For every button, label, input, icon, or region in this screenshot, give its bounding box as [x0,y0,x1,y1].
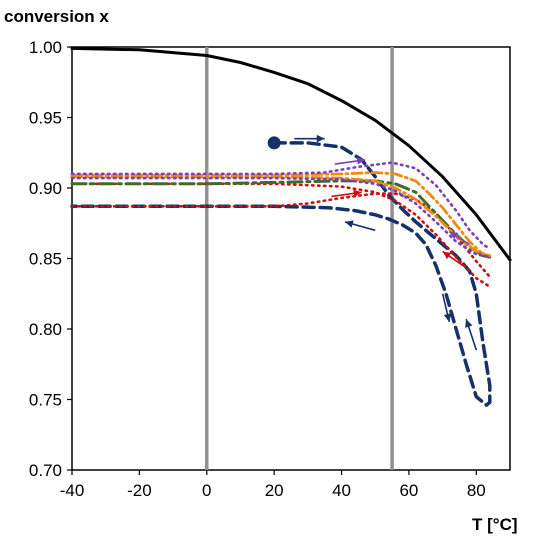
series-line-8 [70,176,492,259]
x-tick-label: 40 [332,481,351,500]
x-tick-label: 20 [265,481,284,500]
x-axis-title: T [°C] [472,515,518,534]
plot-area [71,46,511,471]
y-tick-label: 0.85 [29,250,62,269]
x-tick-label: 60 [399,481,418,500]
x-tick-label: -40 [60,481,85,500]
direction-arrow-7 [442,250,464,267]
direction-arrow-0 [294,134,325,143]
series-line-7 [70,175,492,258]
x-tick-label: 80 [467,481,486,500]
direction-arrow-4 [441,293,452,323]
y-tick-label: 1.00 [29,38,62,57]
y-tick-label: 0.75 [29,391,62,410]
y-tick-label: 0.90 [29,179,62,198]
x-tick-label: 0 [202,481,211,500]
direction-arrow-5 [465,318,478,351]
series-line-3 [70,182,492,289]
direction-arrow-3 [344,220,376,232]
direction-arrow-2 [331,189,362,198]
y-axis-title: conversion x [4,7,109,26]
y-tick-label: 0.70 [29,461,62,480]
x-tick-label: -20 [127,481,152,500]
y-tick-label: 0.95 [29,109,62,128]
direction-arrow-6 [448,231,470,246]
y-tick-label: 0.80 [29,320,62,339]
direction-arrow-1 [334,157,366,165]
series-line-2 [70,192,492,279]
series-line-0 [70,46,512,262]
series-start-marker-1 [267,136,281,150]
series-line-6 [70,161,492,250]
